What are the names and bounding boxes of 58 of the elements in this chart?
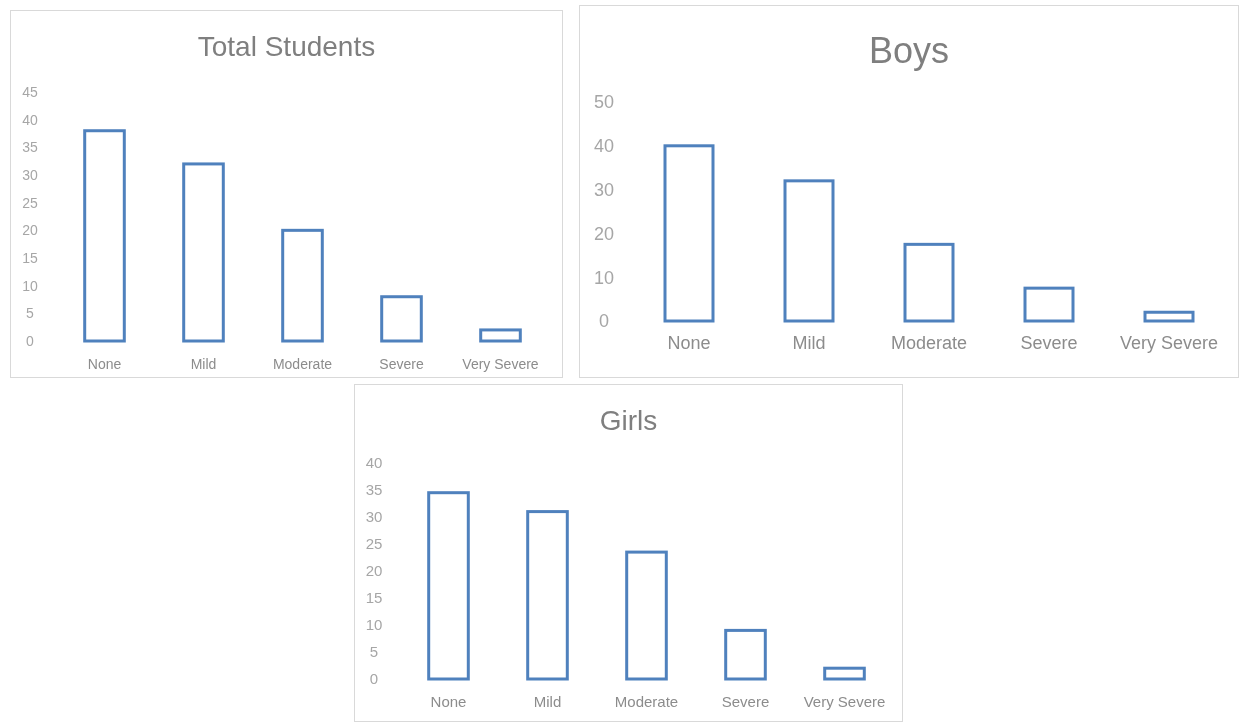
x-tick-label: Severe (379, 356, 424, 372)
x-tick-label: Mild (190, 356, 217, 372)
bar (479, 328, 522, 343)
y-tick-label: 40 (22, 111, 38, 128)
y-tick-label: 30 (22, 166, 38, 183)
y-tick-label: 15 (22, 249, 38, 266)
y-tick-label: 10 (22, 277, 38, 294)
y-tick-label: 20 (365, 562, 383, 580)
bar (625, 550, 668, 681)
x-tick-label: None (87, 356, 122, 372)
x-tick-label: None (430, 693, 467, 710)
bar (903, 242, 955, 323)
y-tick-label: 30 (365, 508, 383, 526)
bar (663, 144, 715, 323)
x-tick-label: Mild (792, 333, 826, 353)
bar (83, 129, 126, 343)
bar (380, 295, 423, 343)
y-tick-label: 40 (593, 136, 615, 157)
y-tick-label: 35 (22, 139, 38, 156)
y-tick-label: 10 (593, 267, 615, 288)
y-tick-label: 5 (369, 643, 379, 661)
bar (783, 179, 835, 323)
x-tick-label: Very Severe (803, 693, 886, 710)
x-tick-label: Moderate (272, 356, 333, 372)
y-tick-label: 45 (22, 83, 38, 100)
chart-title: Boys (868, 30, 950, 71)
y-tick-label: 0 (598, 311, 610, 332)
bar (1023, 286, 1075, 323)
y-tick-label: 40 (365, 454, 383, 472)
y-tick-label: 0 (369, 670, 379, 688)
chart-title: Total Students (197, 31, 376, 62)
y-tick-label: 20 (593, 223, 615, 244)
x-tick-label: Severe (721, 693, 770, 710)
y-tick-label: 20 (22, 222, 38, 239)
chart-title: Girls (599, 405, 658, 436)
bar (724, 628, 767, 681)
y-tick-label: 35 (365, 481, 383, 499)
y-tick-label: 30 (593, 179, 615, 200)
y-tick-label: 10 (365, 616, 383, 634)
x-tick-label: Very Severe (1119, 333, 1219, 353)
bar (526, 510, 569, 681)
x-tick-label: Severe (1020, 333, 1078, 353)
x-tick-label: Mild (533, 693, 562, 710)
x-tick-label: None (667, 333, 711, 353)
x-tick-label: Moderate (614, 693, 679, 710)
y-tick-label: 25 (22, 194, 38, 211)
y-tick-label: 5 (26, 305, 35, 322)
x-tick-label: Moderate (890, 333, 968, 353)
bar (182, 162, 225, 343)
bar (1143, 310, 1195, 323)
y-tick-label: 15 (365, 589, 383, 607)
bar (427, 491, 470, 681)
y-tick-label: 25 (365, 535, 383, 553)
bar (823, 666, 866, 681)
bar (281, 228, 324, 343)
y-tick-label: 50 (593, 92, 615, 113)
x-tick-label: Very Severe (462, 356, 539, 372)
y-tick-label: 0 (26, 332, 35, 349)
